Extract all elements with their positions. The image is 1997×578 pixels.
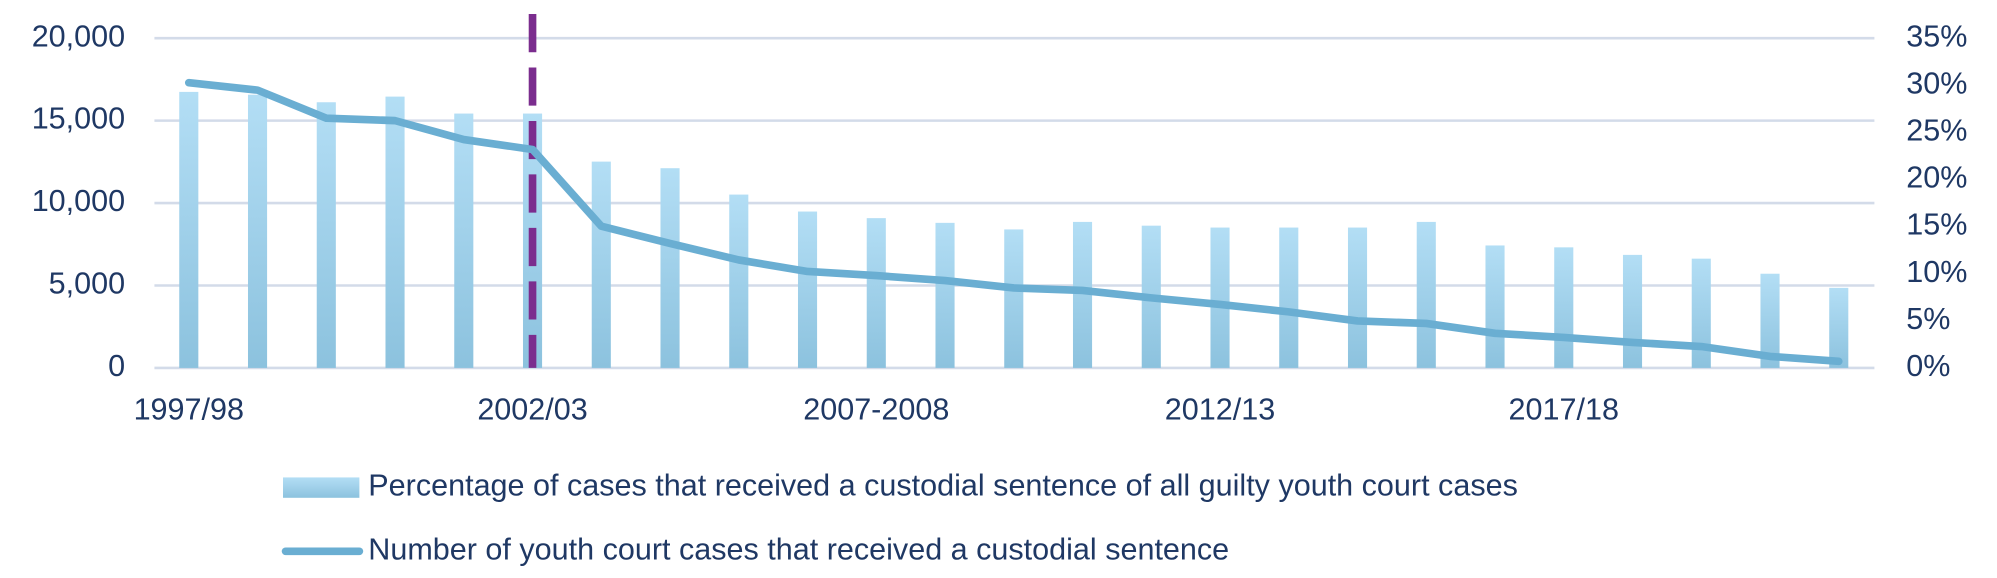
bar xyxy=(866,218,886,368)
y-tick-label: 0 xyxy=(108,349,125,383)
y2-tick-label: 10% xyxy=(1906,255,1967,289)
bar xyxy=(660,168,680,368)
legend-label: Percentage of cases that received a cust… xyxy=(368,469,1518,503)
y2-tick-label: 0% xyxy=(1906,349,1950,383)
bar xyxy=(179,91,199,368)
bar xyxy=(1829,287,1849,368)
x-tick-label: 1997/98 xyxy=(134,392,244,426)
y2-tick-label: 20% xyxy=(1906,161,1967,195)
bar xyxy=(1004,229,1024,368)
bar xyxy=(1554,247,1574,368)
bar xyxy=(1279,227,1299,368)
y2-tick-label: 35% xyxy=(1906,19,1967,53)
y-tick-label: 10,000 xyxy=(32,184,125,218)
bar xyxy=(1347,227,1368,368)
bar xyxy=(729,194,749,368)
legend-label: Number of youth court cases that receive… xyxy=(368,532,1229,566)
y-tick-label: 15,000 xyxy=(32,102,125,136)
y2-tick-label: 25% xyxy=(1906,113,1967,147)
bar xyxy=(454,113,474,368)
y2-tick-label: 15% xyxy=(1906,208,1967,242)
bar xyxy=(1072,221,1093,368)
bar xyxy=(316,102,336,368)
x-tick-label: 2002/03 xyxy=(477,392,587,426)
bar xyxy=(797,211,818,368)
bar xyxy=(1210,227,1230,368)
bar xyxy=(247,94,268,368)
line xyxy=(184,78,1843,366)
bar xyxy=(1691,258,1711,368)
bar xyxy=(935,222,955,368)
y-tick-label: 5,000 xyxy=(49,267,125,301)
bar xyxy=(591,161,611,368)
bar xyxy=(1416,221,1436,368)
bar xyxy=(1760,273,1780,368)
bar xyxy=(1622,254,1643,368)
y2-tick-label: 5% xyxy=(1906,302,1950,336)
bar xyxy=(1485,245,1505,368)
y-tick-label: 20,000 xyxy=(32,19,125,53)
bar xyxy=(385,96,405,368)
x-tick-label: 2012/13 xyxy=(1165,392,1275,426)
legend-swatch xyxy=(283,477,360,498)
y2-tick-label: 30% xyxy=(1906,66,1967,100)
x-tick-label: 2007-2008 xyxy=(803,392,949,426)
x-tick-label: 2017/18 xyxy=(1509,392,1619,426)
